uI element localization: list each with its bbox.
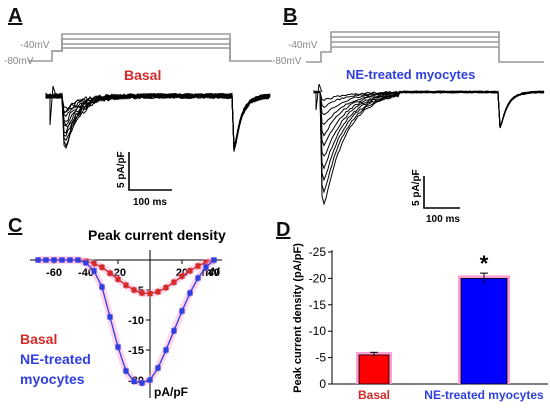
y-tick-label: -15 <box>309 298 327 312</box>
panel-a-scale-x-label: 100 ms <box>133 197 167 208</box>
capacitive-spike <box>49 85 57 126</box>
data-point <box>195 275 201 281</box>
category-label: Basal <box>358 388 390 402</box>
panel-c-label: C <box>8 215 22 237</box>
legend-ne-line1: NE-treated <box>20 351 91 367</box>
y-tick-label: -25 <box>309 245 327 259</box>
data-point <box>163 285 169 291</box>
data-point <box>155 365 161 371</box>
legend-ne-line2: myocytes <box>20 371 85 387</box>
legend-basal: Basal <box>20 331 57 347</box>
data-point <box>211 257 217 263</box>
x-tick-label: -40 <box>78 267 94 279</box>
significance-marker: * <box>480 251 489 276</box>
current-trace <box>45 92 271 150</box>
data-point <box>203 259 209 265</box>
data-point <box>179 273 185 279</box>
y-axis-label: pA/pF <box>154 385 188 399</box>
current-trace <box>313 90 545 147</box>
y-tick-label: -20 <box>309 271 327 285</box>
y-tick-label: -5 <box>315 351 326 365</box>
data-point <box>59 257 65 263</box>
data-point <box>195 263 201 269</box>
panel-b-condition-label: NE-treated myocytes <box>346 67 475 82</box>
data-point <box>115 344 121 350</box>
data-point <box>203 264 209 270</box>
y-tick-label: -15 <box>128 345 144 357</box>
data-point <box>91 268 97 274</box>
data-point <box>83 260 89 266</box>
data-point <box>91 261 97 267</box>
x-tick-label: 40 <box>208 267 220 279</box>
data-point <box>171 328 177 334</box>
panel-b-protocol: -40mV -80mV <box>272 31 544 67</box>
data-point <box>35 257 41 263</box>
panel-b-scale-bar: 5 pA/pF 100 ms <box>411 169 460 225</box>
data-point <box>187 290 193 296</box>
data-point <box>115 276 121 282</box>
data-point <box>99 284 105 290</box>
current-trace <box>313 90 545 206</box>
panel-b-protocol-top-label: -40mV <box>288 40 318 51</box>
panel-b-scale-x-label: 100 ms <box>426 214 460 225</box>
data-point <box>171 279 177 285</box>
panel-a-protocol-bottom-label: -80mV <box>4 56 34 67</box>
y-tick-label: 0 <box>319 377 326 391</box>
data-point <box>139 290 145 296</box>
panel-b-protocol-bottom-label: -80mV <box>272 56 302 67</box>
data-point <box>179 308 185 314</box>
capacitive-spike <box>315 83 323 111</box>
panel-a-protocol: -40mV -80mV <box>4 33 272 67</box>
y-tick-label: -10 <box>309 324 327 338</box>
panel-c-title: Peak current density <box>88 227 226 243</box>
data-point <box>163 347 169 353</box>
data-point <box>67 257 73 263</box>
panel-a-protocol-top-label: -40mV <box>20 40 50 51</box>
panel-a-scale-y-label: 5 pA/pF <box>116 151 127 188</box>
y-tick-label: -10 <box>128 315 144 327</box>
data-point <box>139 380 145 386</box>
data-point <box>51 257 57 263</box>
panel-a-current-traces <box>45 85 271 152</box>
data-point <box>107 270 113 276</box>
data-point <box>131 378 137 384</box>
data-point <box>123 368 129 374</box>
panel-d-bar-chart: 0 -5 -10 -15 -20 -25 Peak current density (pA/… <box>292 243 548 402</box>
panel-a-label: A <box>8 5 22 27</box>
bar <box>460 277 508 385</box>
panel-a-condition-label: Basal <box>124 67 161 83</box>
legend-ne-treated: NE-treated myocytes <box>20 351 95 387</box>
data-point <box>75 257 81 263</box>
data-point <box>147 377 153 383</box>
data-point <box>123 282 129 288</box>
category-label: NE-treated myocytes <box>424 388 544 402</box>
data-point <box>99 264 105 270</box>
data-point <box>107 314 113 320</box>
y-tick-label: -5 <box>134 285 144 297</box>
panel-b-label: B <box>283 5 297 27</box>
bar <box>358 354 390 385</box>
panel-b-current-traces <box>313 83 545 206</box>
data-point <box>43 257 49 263</box>
data-point <box>187 268 193 274</box>
panel-d-label: D <box>276 219 290 241</box>
data-point <box>147 291 153 297</box>
x-tick-label: -60 <box>46 267 62 279</box>
panel-b-scale-y-label: 5 pA/pF <box>411 169 422 206</box>
y-axis-label: Peak current density (pA/pF) <box>292 243 304 393</box>
panel-a-scale-bar: 5 pA/pF 100 ms <box>116 151 172 208</box>
data-point <box>131 287 137 293</box>
data-point <box>155 289 161 295</box>
